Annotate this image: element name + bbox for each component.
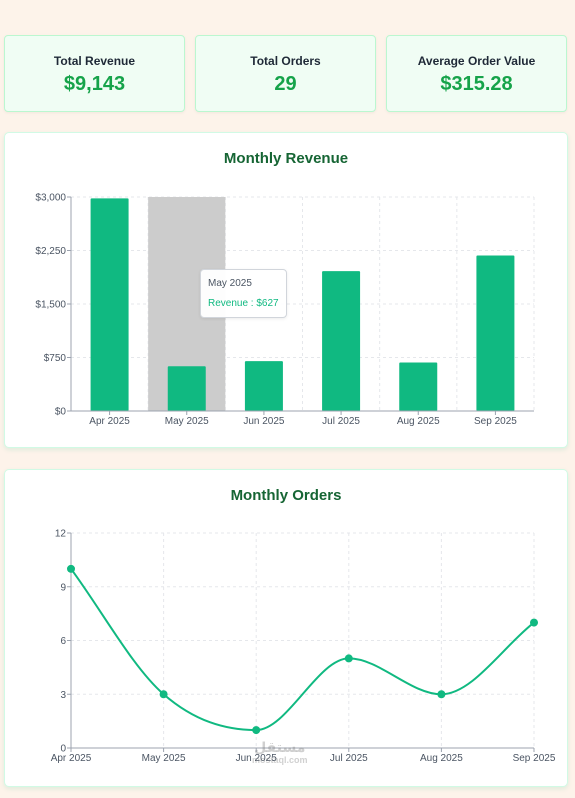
y-tick-label: 3 [60,690,66,701]
watermark: مستقل mostaql.com [252,740,308,765]
y-tick-label: 12 [55,529,67,540]
x-tick-label: Sep 2025 [474,416,517,427]
stat-label: Average Order Value [417,54,536,68]
orders-chart-card: Monthly Orders 0 3 6 9 12 Apr 2025 May 2025 Jun… [4,469,568,787]
data-point [437,690,446,699]
stat-card-total-orders: Total Orders 29 [195,35,376,112]
data-point [67,564,75,573]
revenue-chart-title: Monthly Revenue [223,150,349,167]
stat-label: Total Orders [250,54,321,68]
x-tick-label: Sep 2025 [513,753,556,764]
y-tick-label: $1,500 [35,300,66,311]
stat-value: $315.28 [440,73,513,95]
x-tick-label: May 2025 [165,416,209,427]
watermark-latin: mostaql.com [252,755,308,765]
watermark-arabic: مستقل [254,739,306,755]
bar [399,362,438,411]
orders-chart[interactable]: 0 3 6 9 12 Apr 2025 May 2025 Jun 2025 Jul 2025 Au… [5,470,569,788]
stat-value: 29 [274,73,297,95]
x-tick-label: Apr 2025 [89,416,130,427]
x-tick-label: Jul 2025 [322,416,360,427]
data-point [159,690,168,699]
stat-card-average-order-value: Average Order Value $315.28 [386,35,567,112]
stat-value: $9,143 [63,73,126,95]
bar [244,361,283,411]
data-point [344,654,353,663]
stat-label: Total Revenue [53,54,136,68]
tooltip-value: Revenue : $627 [208,298,279,309]
stats-row: Total Revenue $9,143 Total Orders 29 Ave… [4,35,570,112]
stat-card-total-revenue: Total Revenue $9,143 [4,35,185,112]
x-tick-label: Jun 2025 [236,753,278,764]
bar [322,271,361,411]
x-tick-label: May 2025 [142,753,186,764]
orders-chart-title: Monthly Orders [230,487,342,504]
y-tick-label: $2,250 [35,246,66,257]
x-tick-label: Aug 2025 [397,416,440,427]
x-tick-label: Apr 2025 [51,753,92,764]
data-point [530,618,538,627]
y-tick-label: $3,000 [35,193,66,204]
y-tick-label: 9 [60,582,66,593]
x-tick-label: Jun 2025 [243,416,285,427]
x-tick-label: Aug 2025 [420,753,463,764]
y-tick-label: 6 [60,636,66,647]
revenue-chart-card: Monthly Revenue $0 $750 $1,500 $2,250 $3,000… [4,132,568,448]
y-tick-label: 0 [60,744,66,755]
bar [476,255,515,411]
bar [90,198,129,411]
revenue-chart[interactable]: $0 $750 $1,500 $2,250 $3,000 Apr 2025 May 2025… [5,133,569,449]
y-tick-label: $750 [44,353,67,364]
data-point [252,726,261,735]
tooltip-label: May 2025 [208,278,252,289]
y-tick-label: $0 [55,407,67,418]
revenue-tooltip: May 2025 Revenue : $627 [200,269,287,318]
bar [167,366,206,411]
orders-line [70,568,535,732]
x-tick-label: Jul 2025 [330,753,368,764]
